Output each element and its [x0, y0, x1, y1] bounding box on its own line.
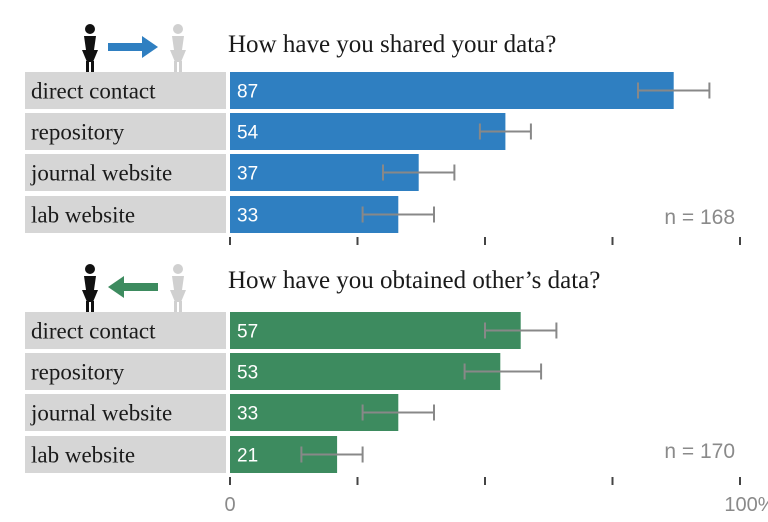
sample-size-label: n = 170: [664, 440, 735, 463]
arrow-left-icon: [108, 276, 158, 298]
bar-value-label: 21: [237, 446, 258, 467]
bar-value-label: 54: [237, 123, 259, 144]
error-bar: [361, 206, 435, 223]
error-bar: [382, 164, 456, 181]
category-label: direct contact: [31, 319, 156, 344]
category-label-box: [25, 72, 226, 109]
category-label-box: [25, 353, 226, 390]
category-label-box: [25, 196, 226, 233]
arrow-right-icon: [108, 36, 158, 58]
bar-value-label: 33: [237, 404, 258, 425]
sample-size-label: n = 168: [664, 206, 735, 229]
category-label: repository: [31, 120, 125, 145]
bar-value-label: 37: [237, 164, 258, 185]
category-label: lab website: [31, 203, 135, 228]
bar-value-label: 53: [237, 363, 258, 384]
error-bar: [463, 363, 543, 380]
error-bar: [637, 82, 711, 99]
bar-value-label: 33: [237, 206, 258, 227]
category-label: repository: [31, 360, 125, 385]
person-self-icon: [82, 264, 98, 312]
category-label-box: [25, 113, 226, 150]
panel-title: How have you obtained other’s data?: [228, 267, 600, 294]
error-bar: [478, 123, 532, 140]
category-label: journal website: [30, 401, 172, 426]
category-label: lab website: [31, 443, 135, 468]
bar-value-label: 87: [237, 82, 258, 103]
category-label-box: [25, 312, 226, 349]
person-other-icon: [170, 264, 186, 312]
category-label: direct contact: [31, 79, 156, 104]
category-label-box: [25, 394, 226, 431]
category-label-box: [25, 154, 226, 191]
category-label-box: [25, 436, 226, 473]
panel-obtained: How have you obtained other’s data? direc…: [25, 264, 741, 485]
error-bar: [361, 404, 435, 421]
axis-tick-label: 0: [224, 494, 235, 516]
category-label: journal website: [30, 161, 172, 186]
error-bar: [484, 322, 558, 339]
person-self-icon: [82, 24, 98, 72]
bar: [230, 312, 521, 349]
person-other-icon: [170, 24, 186, 72]
axis-tick-label: 100%: [724, 494, 768, 516]
bar-value-label: 57: [237, 322, 258, 343]
bar: [230, 113, 506, 150]
panel-shared: How have you shared your data? direct con…: [25, 24, 741, 245]
panel-title: How have you shared your data?: [228, 31, 556, 58]
bar: [230, 72, 674, 109]
bar: [230, 353, 501, 390]
error-bar: [300, 446, 364, 463]
